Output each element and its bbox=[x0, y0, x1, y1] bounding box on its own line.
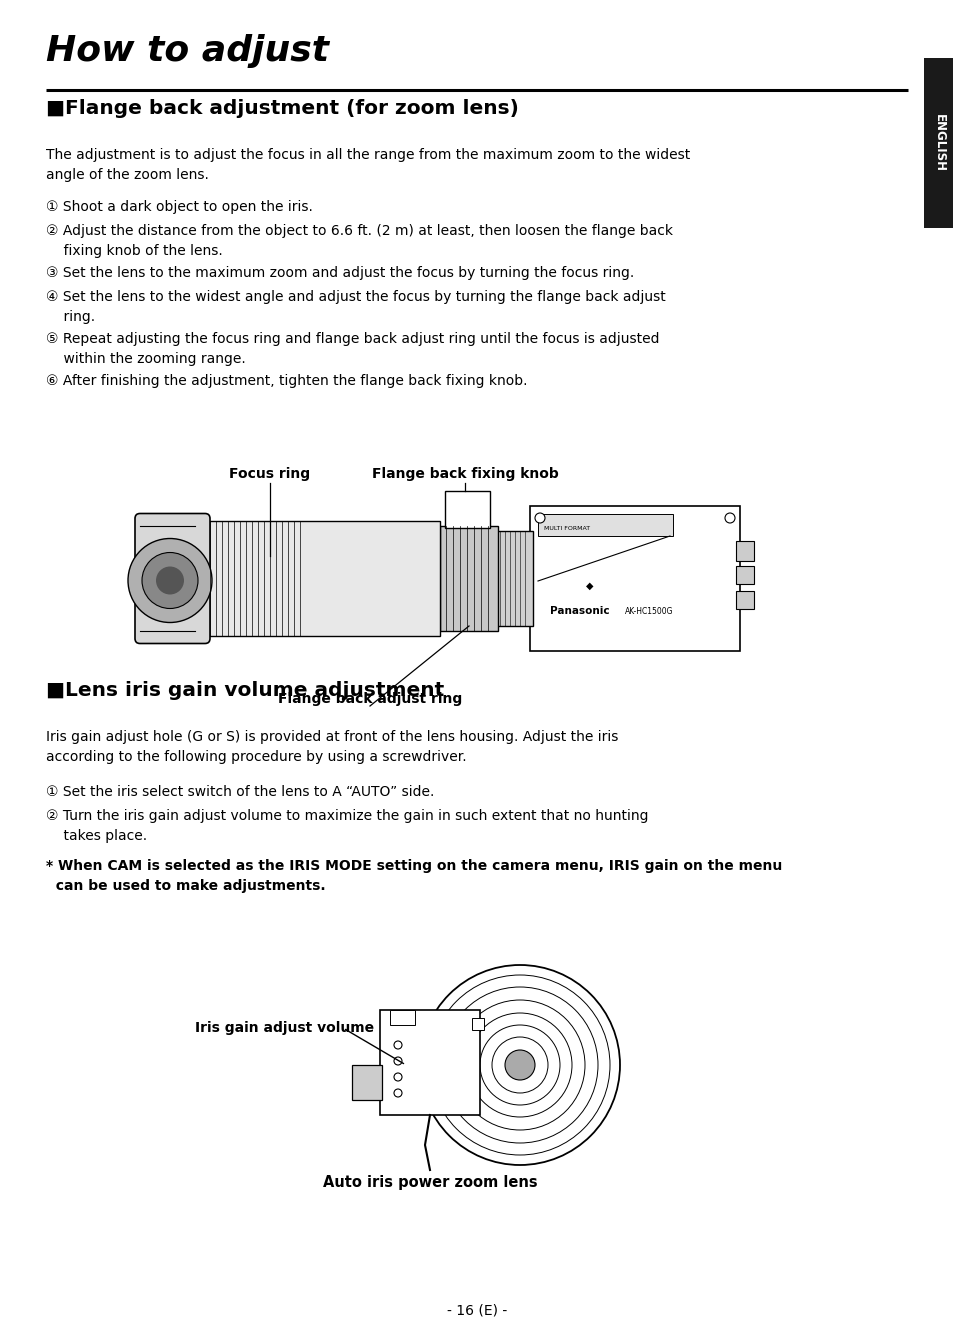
Bar bbox=[194, 521, 439, 636]
Text: ① Set the iris select switch of the lens to A “AUTO” side.: ① Set the iris select switch of the lens… bbox=[46, 785, 434, 799]
Circle shape bbox=[535, 513, 544, 524]
Text: * When CAM is selected as the IRIS MODE setting on the camera menu, IRIS gain on: * When CAM is selected as the IRIS MODE … bbox=[46, 860, 781, 893]
Bar bbox=[530, 506, 740, 651]
Text: Panasonic: Panasonic bbox=[550, 607, 609, 616]
Circle shape bbox=[128, 538, 212, 623]
Bar bbox=[735, 566, 753, 584]
Circle shape bbox=[394, 1040, 401, 1048]
Circle shape bbox=[142, 553, 198, 608]
Text: ENGLISH: ENGLISH bbox=[931, 114, 944, 171]
Text: The adjustment is to adjust the focus in all the range from the maximum zoom to : The adjustment is to adjust the focus in… bbox=[46, 149, 690, 182]
Text: ■Flange back adjustment (for zoom lens): ■Flange back adjustment (for zoom lens) bbox=[46, 99, 518, 118]
Bar bbox=[472, 1018, 483, 1030]
Text: ③ Set the lens to the maximum zoom and adjust the focus by turning the focus rin: ③ Set the lens to the maximum zoom and a… bbox=[46, 266, 634, 280]
Text: How to adjust: How to adjust bbox=[46, 33, 329, 68]
Bar bbox=[390, 1010, 415, 1024]
Circle shape bbox=[394, 1073, 401, 1081]
Text: ② Adjust the distance from the object to 6.6 ft. (2 m) at least, then loosen the: ② Adjust the distance from the object to… bbox=[46, 224, 672, 258]
Bar bbox=[495, 532, 533, 627]
Text: Auto iris power zoom lens: Auto iris power zoom lens bbox=[322, 1176, 537, 1190]
Text: Iris gain adjust volume: Iris gain adjust volume bbox=[194, 1022, 374, 1035]
Text: Focus ring: Focus ring bbox=[230, 467, 311, 481]
Bar bbox=[923, 58, 953, 228]
Bar bbox=[537, 514, 672, 536]
Bar bbox=[735, 590, 753, 609]
Circle shape bbox=[504, 1050, 535, 1081]
Circle shape bbox=[156, 566, 184, 595]
Bar bbox=[444, 491, 490, 528]
Text: ◆: ◆ bbox=[586, 581, 593, 590]
Text: ① Shoot a dark object to open the iris.: ① Shoot a dark object to open the iris. bbox=[46, 200, 313, 214]
Bar bbox=[352, 1065, 381, 1101]
Text: - 16 (E) -: - 16 (E) - bbox=[446, 1303, 507, 1318]
Text: Iris gain adjust hole (G or S) is provided at front of the lens housing. Adjust : Iris gain adjust hole (G or S) is provid… bbox=[46, 730, 618, 765]
Text: Flange back fixing knob: Flange back fixing knob bbox=[372, 467, 558, 481]
Text: Flange back adjust ring: Flange back adjust ring bbox=[277, 692, 461, 706]
Circle shape bbox=[394, 1056, 401, 1065]
Circle shape bbox=[724, 513, 734, 524]
Text: ⑥ After finishing the adjustment, tighten the flange back fixing knob.: ⑥ After finishing the adjustment, tighte… bbox=[46, 374, 527, 388]
Text: ② Turn the iris gain adjust volume to maximize the gain in such extent that no h: ② Turn the iris gain adjust volume to ma… bbox=[46, 809, 648, 844]
Text: ■Lens iris gain volume adjustment: ■Lens iris gain volume adjustment bbox=[46, 682, 444, 700]
Bar bbox=[379, 1010, 479, 1115]
Text: MULTI FORMAT: MULTI FORMAT bbox=[543, 526, 590, 532]
Circle shape bbox=[419, 965, 619, 1165]
Bar bbox=[439, 526, 497, 631]
Bar bbox=[735, 541, 753, 561]
Text: AK-HC1500G: AK-HC1500G bbox=[624, 607, 673, 616]
Circle shape bbox=[394, 1089, 401, 1097]
Text: ⑤ Repeat adjusting the focus ring and flange back adjust ring until the focus is: ⑤ Repeat adjusting the focus ring and fl… bbox=[46, 332, 659, 366]
Text: ④ Set the lens to the widest angle and adjust the focus by turning the flange ba: ④ Set the lens to the widest angle and a… bbox=[46, 291, 665, 324]
FancyBboxPatch shape bbox=[135, 513, 210, 644]
